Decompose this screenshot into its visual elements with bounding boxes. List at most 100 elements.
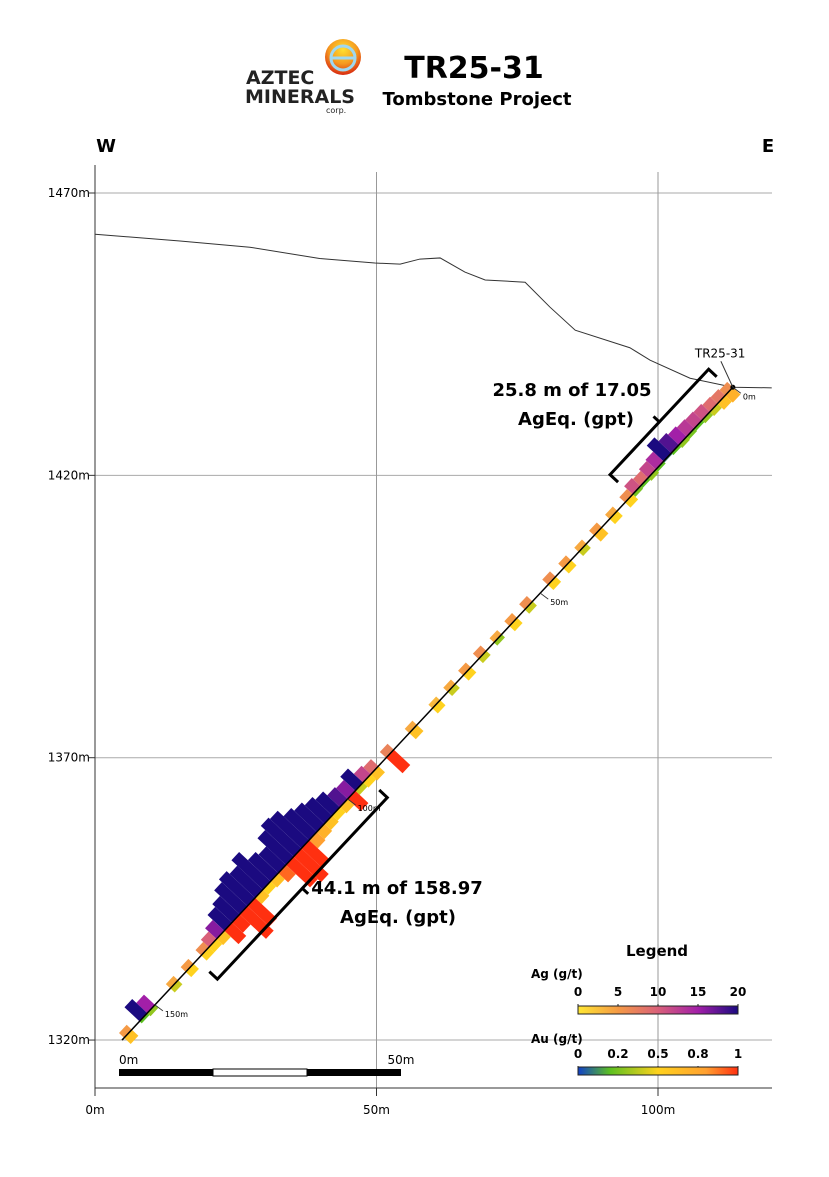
intercept-2-line1: 44.1 m of 158.97: [311, 878, 483, 899]
y-tick-label: 1420m: [48, 468, 90, 482]
au-assay-bar: [463, 667, 477, 681]
au-assay-bar: [493, 634, 505, 646]
au-assay-bar: [694, 420, 705, 431]
depth-label: 50m: [550, 598, 568, 607]
ag-assay-bar: [632, 470, 649, 487]
legend-au-tick-label: 0.5: [647, 1047, 668, 1061]
au-assay-bar: [247, 897, 278, 927]
ag-assay-bar: [294, 802, 325, 832]
ag-assay-bar: [379, 743, 394, 758]
au-assay-bar: [709, 403, 722, 417]
depth-tick: [154, 1004, 164, 1012]
ag-assay-bar: [205, 919, 225, 939]
ag-assay-bar: [363, 759, 379, 775]
au-assay-bar: [609, 510, 623, 525]
legend-title: Legend: [626, 942, 688, 960]
legend-au-label: Au (g/t): [531, 1032, 583, 1046]
ag-assay-bar: [340, 768, 363, 791]
ag-assay-bar: [589, 522, 602, 536]
au-assay-bar: [547, 576, 562, 591]
au-assay-bar: [594, 527, 609, 542]
au-assay-bar: [208, 938, 223, 953]
ag-assay-bar: [231, 851, 271, 890]
au-assay-bar: [147, 1004, 159, 1017]
legend-au-tick-label: 0.8: [687, 1047, 708, 1061]
logo-ring-icon: [329, 44, 357, 72]
ag-assay-bar: [304, 797, 333, 824]
au-assay-bar: [624, 494, 639, 508]
au-assay-bar: [478, 650, 491, 664]
au-assay-bar: [301, 840, 329, 867]
ag-assay-bar: [200, 931, 217, 948]
ag-assay-bar: [283, 808, 317, 841]
intercept-1-line1: 25.8 m of 17.05: [492, 380, 651, 401]
logo-line3: corp.: [326, 106, 346, 115]
x-tick-label: 0m: [85, 1103, 104, 1117]
logo: AZTEC MINERALS corp.: [245, 39, 361, 115]
ag-assay-bar: [136, 994, 155, 1014]
au-assay-bar: [509, 617, 523, 632]
ag-assay-bar: [558, 555, 572, 569]
intercept-1-line2: AgEq. (gpt): [518, 409, 634, 430]
legend-ag-label: Ag (g/t): [531, 967, 583, 981]
y-tick-label: 1470m: [48, 186, 90, 200]
collar-leader: [720, 361, 734, 388]
au-assay-bar: [139, 1013, 150, 1024]
ag-assay-bar: [257, 830, 294, 865]
au-assay-bar: [262, 881, 277, 895]
ag-assay-bar: [619, 488, 633, 503]
ag-assay-bar: [119, 1024, 132, 1038]
au-assay-bar: [725, 387, 741, 403]
drillhole-name: TR25-31: [694, 346, 746, 360]
au-assay-bar: [671, 444, 682, 456]
legend-au-tick-label: 1: [734, 1047, 742, 1061]
drillhole-line: [121, 386, 734, 1041]
au-assay-bar: [324, 815, 339, 830]
ag-assay-bar: [702, 396, 718, 412]
ag-assay-bar: [489, 630, 502, 643]
au-assay-bar: [640, 477, 651, 489]
au-assay-bar: [332, 807, 346, 821]
ag-assay-bar: [336, 779, 356, 800]
page-title: TR25-31: [404, 51, 544, 86]
au-assay-bar: [339, 799, 355, 814]
au-assay-bar: [563, 560, 577, 574]
y-tick-label: 1320m: [48, 1033, 90, 1047]
ag-assay-bar: [247, 851, 279, 882]
ag-assay-bar: [214, 882, 248, 915]
au-assay-bar: [686, 428, 698, 440]
legend-ag-colorbar: [577, 1005, 739, 1015]
ag-assay-bar: [165, 975, 179, 989]
intercept-bracket: [607, 367, 718, 484]
ag-assay-bar: [574, 539, 587, 552]
depth-label: 0m: [743, 392, 756, 401]
depth-label: 150m: [165, 1010, 188, 1019]
ag-assay-bar: [443, 679, 456, 692]
au-assay-bar: [386, 749, 411, 774]
au-assay-bar: [224, 922, 247, 945]
au-assay-bar: [655, 461, 666, 472]
legend: Legend Ag (g/t) 0 5 10 15 20 Au (g/t) 0 0.2 0.…: [531, 942, 746, 1076]
au-assay-bar: [239, 906, 274, 939]
depth-tick: [347, 798, 356, 806]
ag-assay-bar: [472, 645, 487, 660]
ag-assay-bar: [605, 506, 618, 520]
ag-assay-bar: [519, 596, 533, 610]
legend-au-tick-label: 0: [574, 1047, 582, 1061]
logo-line2: MINERALS: [245, 86, 355, 108]
au-assay-bar: [355, 782, 368, 795]
ag-assay-bar: [260, 817, 302, 857]
au-assay-bar: [370, 766, 385, 781]
au-assay-bar: [316, 823, 333, 840]
au-assay-bar: [432, 700, 446, 714]
ag-assay-bar: [646, 437, 672, 462]
assay-bars: [119, 381, 741, 1044]
depth-tick: [539, 592, 549, 600]
legend-au-colorbar: [577, 1066, 739, 1076]
legend-ag-tick-label: 15: [690, 985, 707, 999]
scale-bar-end-label: 50m: [388, 1053, 415, 1067]
au-assay-bar: [648, 469, 660, 481]
au-assay-bar: [524, 601, 537, 614]
x-tick-label: 50m: [363, 1103, 390, 1117]
au-assay-bar: [293, 848, 329, 883]
